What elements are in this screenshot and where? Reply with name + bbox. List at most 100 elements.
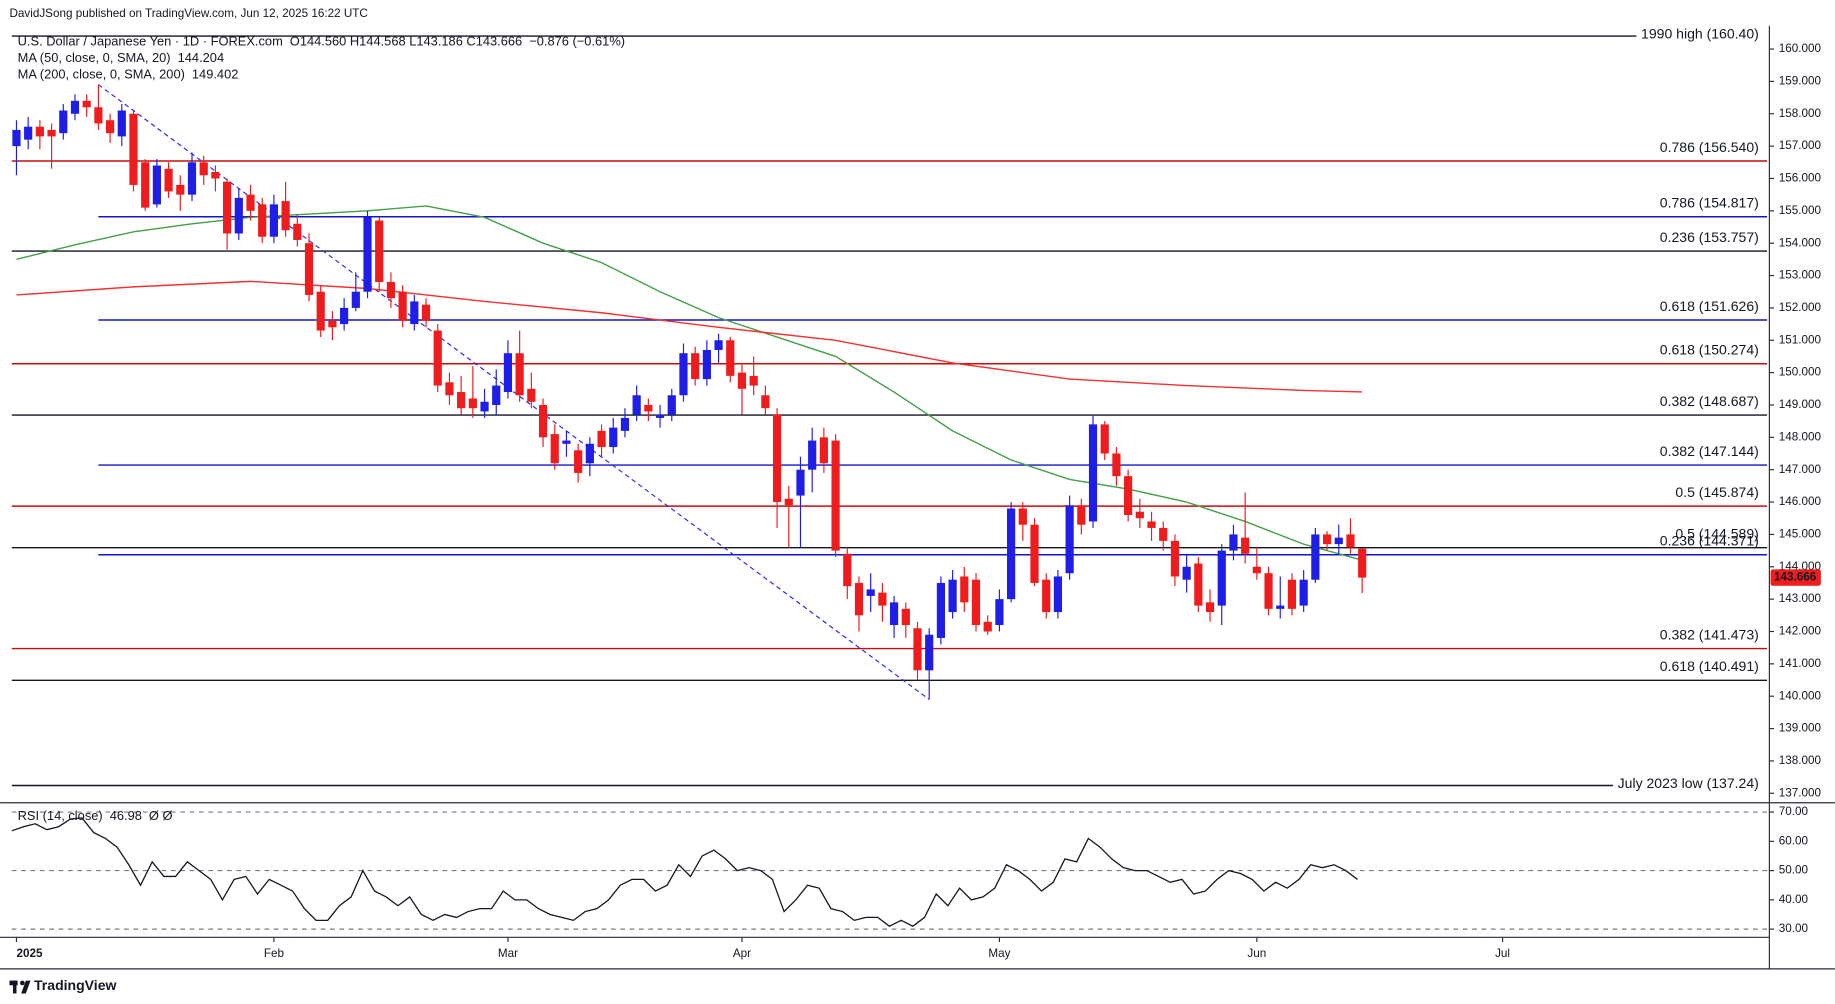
candle-body [1042, 579, 1051, 613]
candle-body [445, 382, 454, 396]
candle-body [1018, 508, 1027, 525]
candle-body [1358, 548, 1367, 578]
candle-body [211, 172, 220, 179]
y-tick-label: 157.000 [1779, 139, 1822, 152]
candle-body [386, 282, 396, 299]
y-tick-label: 143.000 [1779, 592, 1822, 605]
candle-body [105, 120, 115, 134]
candle-body [960, 576, 969, 603]
price-tag-bg [1770, 569, 1821, 586]
candle-body [890, 602, 899, 626]
level-label: 0.618 (151.626) [1660, 298, 1759, 314]
y-tick-label: 141.000 [1779, 657, 1822, 670]
level-label: 0.236 (153.757) [1660, 229, 1759, 245]
candle-body [1229, 534, 1238, 551]
level-label: 0.786 (156.540) [1660, 139, 1759, 155]
candle-body [164, 168, 173, 192]
candle-body [925, 634, 934, 671]
candle-body [866, 589, 875, 596]
candle-body [819, 437, 828, 464]
candle-body [936, 582, 945, 638]
candle-body [59, 110, 68, 134]
candle-body [574, 450, 583, 473]
y-tick-label: 139.000 [1779, 722, 1822, 735]
x-tick-label: Feb [264, 947, 285, 960]
candle-body [562, 440, 571, 444]
candle-body [1322, 534, 1332, 545]
candle-body [527, 388, 536, 402]
tv-logo [9, 980, 31, 994]
candle-body [363, 217, 372, 292]
candle-body [702, 349, 711, 380]
candle-body [129, 113, 138, 185]
candle-body [1100, 424, 1109, 454]
candle-body [1088, 424, 1098, 522]
level-label: July 2023 low (137.24) [1618, 775, 1759, 791]
y-tick-label: 151.000 [1779, 333, 1822, 346]
candle-body [176, 184, 185, 195]
level-label: 0.5 (144.589) [1675, 526, 1758, 542]
candle-body [632, 395, 641, 415]
brand: TradingView [34, 977, 116, 993]
y-tick-label: 146.000 [1779, 495, 1822, 508]
y-tick-label: 138.000 [1779, 754, 1822, 767]
candle-body [375, 220, 384, 283]
candle-body [187, 162, 197, 195]
candle-body [398, 291, 407, 321]
rsi-tick-label: 50.00 [1779, 864, 1809, 877]
candle-body [948, 579, 957, 613]
candle-body [737, 372, 747, 389]
candle-body [796, 469, 805, 496]
candle-body [1252, 566, 1261, 574]
candle-body [258, 204, 267, 237]
x-tick-label: Apr [733, 947, 751, 960]
y-tick-label: 142.000 [1779, 625, 1822, 638]
candle-body [1135, 511, 1144, 519]
candle-body [24, 126, 33, 140]
candle-body [492, 385, 501, 405]
rsi-tick-label: 30.00 [1779, 922, 1809, 935]
candle-body [199, 162, 208, 176]
rsi-extra: Ø Ø [149, 808, 173, 823]
candle-body [597, 430, 606, 448]
candle-body [1182, 566, 1191, 580]
candle-body [1159, 527, 1168, 541]
candle-body [679, 353, 688, 396]
candle-body [644, 404, 653, 412]
candle-body [1241, 537, 1250, 554]
level-label: 0.786 (154.817) [1660, 195, 1759, 211]
y-tick-label: 152.000 [1779, 301, 1822, 314]
candle-body [1287, 579, 1297, 609]
candle-body [503, 353, 513, 393]
y-tick-label: 137.000 [1779, 786, 1822, 799]
candle-body [995, 599, 1004, 626]
candle-body [1217, 550, 1226, 606]
y-tick-label: 145.000 [1779, 528, 1822, 541]
candle-body [340, 307, 349, 325]
rsi-value: 46.98 [110, 808, 142, 823]
candle-body [538, 404, 548, 438]
candle-body [246, 194, 255, 211]
candle-body [1007, 508, 1016, 600]
candle-body [1194, 563, 1203, 606]
candle-body [1112, 453, 1121, 477]
candle-body [808, 440, 817, 470]
candle-body [609, 427, 618, 448]
candle-body [433, 330, 442, 386]
candle-body [772, 414, 782, 503]
candle-body [1030, 524, 1039, 583]
level-label: 0.382 (148.687) [1660, 393, 1759, 409]
candle-body [47, 129, 56, 137]
candle-body [983, 621, 992, 632]
candle-body [304, 243, 314, 295]
candle-body [1346, 534, 1355, 548]
y-tick-label: 147.000 [1779, 463, 1822, 476]
x-tick-label: 2025 [16, 947, 43, 960]
level-label: 0.236 (144.371) [1660, 533, 1759, 549]
candle-body [1065, 505, 1074, 574]
rsi-line [11, 817, 1358, 927]
candle-body [761, 395, 770, 409]
candle-body [1205, 602, 1215, 613]
